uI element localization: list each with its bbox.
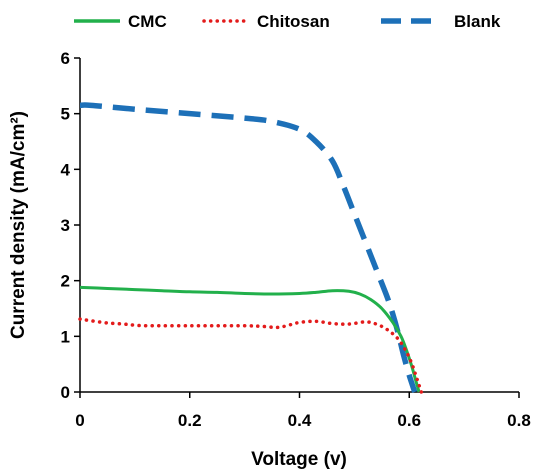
- legend-item-cmc: CMC: [74, 12, 167, 31]
- legend-item-chitosan: Chitosan: [202, 12, 330, 31]
- legend-item-blank: Blank: [381, 12, 501, 31]
- x-tick-label-4: 0.8: [507, 411, 531, 430]
- x-tick-label-1: 0.2: [178, 411, 202, 430]
- y-tick-label-0: 0: [61, 383, 70, 402]
- series-line-chitosan: [78, 317, 424, 394]
- y-tick-labels: 0 1 2 3 4 5 6: [61, 49, 71, 402]
- legend-label-chitosan: Chitosan: [257, 12, 330, 31]
- legend: CMC Chitosan Blank: [74, 12, 501, 31]
- y-tick-label-5: 5: [61, 105, 70, 124]
- x-tick-label-3: 0.6: [397, 411, 421, 430]
- series-line-cmc: [79, 285, 421, 393]
- x-tick-marks: [79, 392, 520, 398]
- plot-area: [78, 102, 424, 394]
- y-tick-marks: [74, 57, 80, 393]
- x-tick-labels: 0 0.2 0.4 0.6 0.8: [75, 411, 531, 430]
- y-axis-title: Current density (mA/cm²): [8, 111, 29, 339]
- series-line-blank: [79, 102, 418, 393]
- y-tick-label-4: 4: [61, 160, 71, 179]
- x-tick-label-0: 0: [75, 411, 84, 430]
- legend-label-cmc: CMC: [128, 12, 167, 31]
- x-axis-title: Voltage (v): [251, 449, 347, 470]
- x-tick-label-2: 0.4: [288, 411, 312, 430]
- y-tick-label-2: 2: [61, 272, 70, 291]
- legend-label-blank: Blank: [454, 12, 501, 31]
- axes: [74, 57, 520, 398]
- y-tick-label-3: 3: [61, 216, 70, 235]
- y-tick-label-6: 6: [61, 49, 70, 68]
- y-tick-label-1: 1: [61, 327, 70, 346]
